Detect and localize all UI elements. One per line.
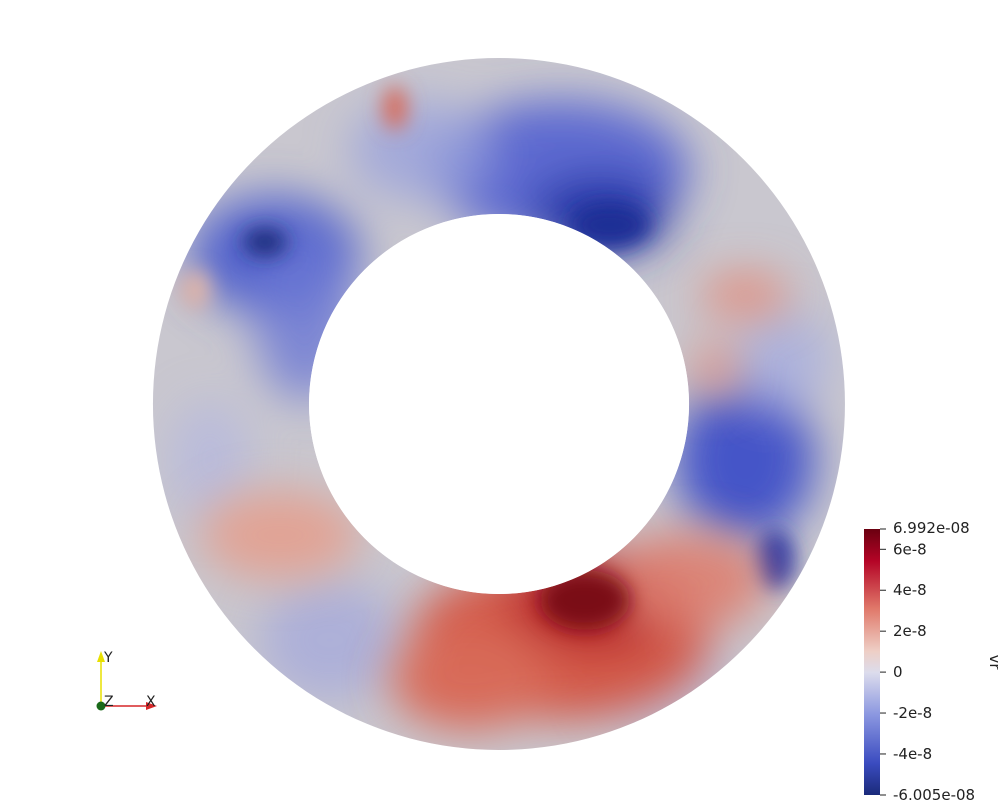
annulus-field[interactable] <box>140 50 860 760</box>
x-axis-label: X <box>146 694 156 710</box>
y-axis-label: Y <box>103 650 113 666</box>
colorbar-tick-label: -4e-8 <box>893 745 932 763</box>
x-axis-arrow <box>146 702 157 710</box>
z-axis-dot <box>96 701 106 711</box>
colorbar-title: vr <box>986 654 998 670</box>
z-axis-label: Z <box>104 694 114 710</box>
colorbar-tick-label: 4e-8 <box>893 581 927 599</box>
y-axis-arrow <box>97 651 105 662</box>
colorbar-ticks: 6e-8 4e-8 2e-8 0 -2e-8 -4e-8 <box>880 528 932 796</box>
colorbar-min-label: -6.005e-08 <box>893 786 975 804</box>
colorbar-max-label: 6.992e-08 <box>893 519 970 537</box>
colorbar-tick-label: 2e-8 <box>893 622 927 640</box>
colorbar-tick-label: 6e-8 <box>893 540 927 558</box>
inner-hole <box>309 214 689 594</box>
orientation-axes: Y Z X <box>96 650 157 711</box>
colorbar-tick-label: -2e-8 <box>893 704 932 722</box>
colorbar: 6e-8 4e-8 2e-8 0 -2e-8 -4e-8 6.992e-08 -6.005… <box>864 519 998 804</box>
colorbar-tick-label: 0 <box>893 663 903 681</box>
colorbar-gradient <box>864 529 880 795</box>
